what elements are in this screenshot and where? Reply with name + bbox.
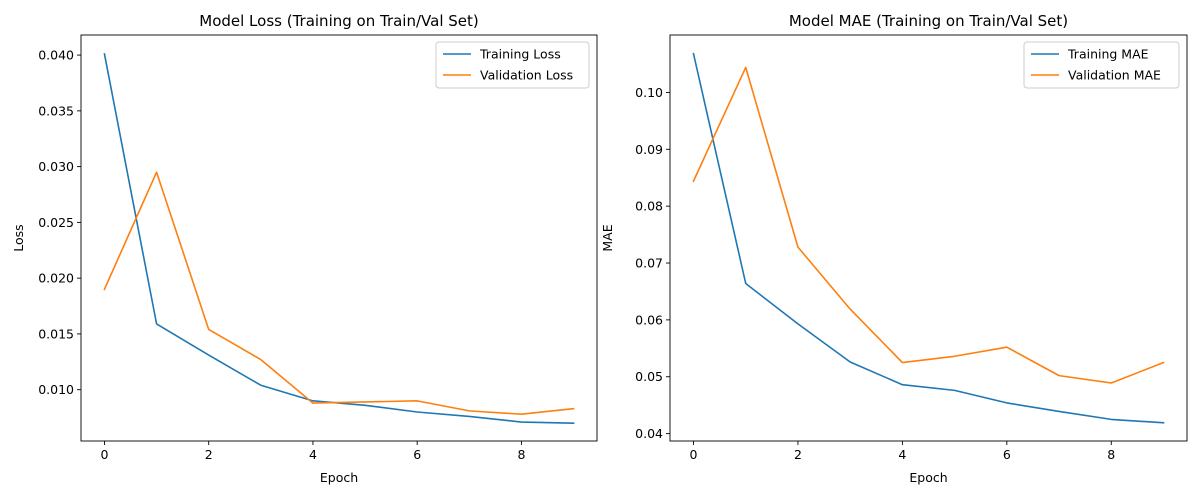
x-axis-label: Epoch	[909, 470, 947, 485]
legend-label: Validation MAE	[1068, 68, 1161, 83]
chart-panel-1: Model Loss (Training on Train/Val Set) 0 2…	[11, 12, 598, 485]
legend: Training Loss Validation Loss	[435, 41, 590, 89]
y-tick-label: 0.05	[635, 369, 663, 384]
legend-box	[435, 41, 590, 89]
series-line-validation-mae	[692, 66, 1165, 384]
y-tick-label: 0.020	[38, 271, 74, 286]
y-tick-label: 0.07	[635, 256, 663, 271]
x-tick-label: 2	[794, 447, 802, 462]
x-tick-label: 6	[1003, 447, 1011, 462]
y-tick-label: 0.09	[635, 142, 663, 157]
series-line-training-mae	[692, 52, 1165, 424]
x-tick-label: 0	[100, 447, 108, 462]
y-tick-label: 0.10	[635, 85, 663, 100]
y-tick-label: 0.040	[38, 48, 74, 63]
axes-frame	[80, 34, 598, 442]
x-axis-label: Epoch	[320, 470, 358, 485]
x-tick-label: 4	[309, 447, 317, 462]
legend-label: Training Loss	[479, 47, 561, 62]
chart-title: Model Loss (Training on Train/Val Set)	[199, 12, 479, 30]
y-tick-label: 0.035	[38, 103, 74, 118]
y-axis-label: Loss	[11, 224, 26, 251]
x-tick-label: 6	[413, 447, 421, 462]
axes-frame	[669, 34, 1188, 442]
y-tick-label: 0.06	[635, 312, 663, 327]
y-tick-label: 0.08	[635, 199, 663, 214]
chart-title: Model MAE (Training on Train/Val Set)	[789, 12, 1068, 30]
series-line-training-loss	[103, 53, 575, 424]
x-tick-label: 2	[205, 447, 213, 462]
x-tick-label: 4	[898, 447, 906, 462]
legend-label: Validation Loss	[480, 68, 573, 83]
y-tick-label: 0.030	[38, 159, 74, 174]
y-tick-label: 0.015	[38, 326, 74, 341]
y-tick-label: 0.025	[38, 215, 74, 230]
y-axis-label: MAE	[600, 224, 615, 251]
series-line-validation-loss	[103, 171, 575, 416]
y-tick-label: 0.04	[635, 426, 663, 441]
legend: Training MAE Validation MAE	[1023, 41, 1180, 89]
chart-panel-2: Model MAE (Training on Train/Val Set) 0 2 4…	[600, 12, 1188, 485]
legend-label: Training MAE	[1067, 47, 1149, 62]
x-tick-label: 8	[517, 447, 525, 462]
legend-box	[1023, 41, 1180, 89]
x-tick-label: 0	[690, 447, 698, 462]
x-tick-label: 8	[1107, 447, 1115, 462]
y-tick-label: 0.010	[38, 382, 74, 397]
